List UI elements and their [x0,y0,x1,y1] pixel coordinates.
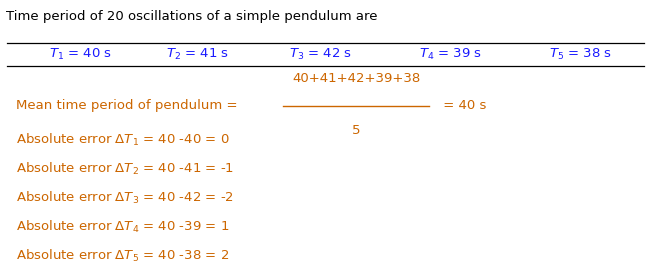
Text: $T_5$ = 38 s: $T_5$ = 38 s [549,47,612,62]
Text: $T_4$ = 39 s: $T_4$ = 39 s [419,47,482,62]
Text: Absolute error $\Delta T_4$ = 40 -39 = 1: Absolute error $\Delta T_4$ = 40 -39 = 1 [16,219,229,235]
Text: Absolute error $\Delta T_2$ = 40 -41 = -1: Absolute error $\Delta T_2$ = 40 -41 = -… [16,161,235,177]
Text: = 40 s: = 40 s [439,99,486,112]
Text: $T_2$ = 41 s: $T_2$ = 41 s [166,47,229,62]
Text: Time period of 20 oscillations of a simple pendulum are: Time period of 20 oscillations of a simp… [6,10,378,23]
Text: $T_1$ = 40 s: $T_1$ = 40 s [49,47,112,62]
Text: Absolute error $\Delta T_5$ = 40 -38 = 2: Absolute error $\Delta T_5$ = 40 -38 = 2 [16,248,229,264]
Text: Mean time period of pendulum =: Mean time period of pendulum = [16,99,242,112]
Text: Absolute error $\Delta T_3$ = 40 -42 = -2: Absolute error $\Delta T_3$ = 40 -42 = -… [16,190,234,206]
Text: 5: 5 [352,124,361,137]
Text: $T_3$ = 42 s: $T_3$ = 42 s [289,47,352,62]
Text: 40+41+42+39+38: 40+41+42+39+38 [292,72,421,85]
Text: Absolute error $\Delta T_1$ = 40 -40 = 0: Absolute error $\Delta T_1$ = 40 -40 = 0 [16,132,230,148]
